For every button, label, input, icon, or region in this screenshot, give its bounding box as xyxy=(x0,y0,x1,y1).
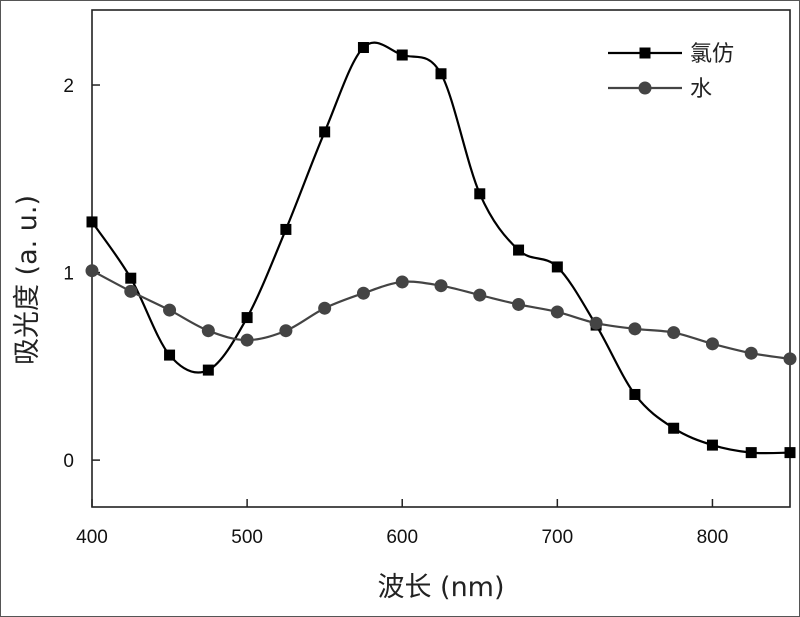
data-point xyxy=(356,286,370,300)
data-point xyxy=(395,275,409,289)
series-2 xyxy=(85,264,797,366)
series-layer xyxy=(85,41,797,459)
plot-border xyxy=(91,9,791,508)
y-tick-label: 2 xyxy=(63,76,74,97)
legend: 氯仿水 xyxy=(608,42,734,102)
data-point xyxy=(124,284,138,298)
x-tick-label: 800 xyxy=(697,527,729,548)
data-point xyxy=(513,244,525,256)
series-line xyxy=(91,41,791,455)
data-point xyxy=(357,42,369,54)
data-point xyxy=(396,49,408,61)
legend-item: 氯仿 xyxy=(608,42,734,67)
data-point xyxy=(85,264,99,278)
data-point xyxy=(435,68,447,80)
data-point xyxy=(280,223,292,235)
data-point xyxy=(629,388,641,400)
legend-label: 水 xyxy=(690,77,712,102)
data-point xyxy=(667,326,681,340)
data-point xyxy=(784,447,796,459)
data-point xyxy=(668,422,680,434)
y-tick-label: 0 xyxy=(63,451,74,472)
data-point xyxy=(240,333,254,347)
data-point xyxy=(279,324,293,338)
data-point xyxy=(318,301,332,315)
data-point xyxy=(201,324,215,338)
y-axis-title: 吸光度 (a. u.) xyxy=(12,195,43,365)
x-axis-title: 波长 (nm) xyxy=(377,572,504,603)
series-1 xyxy=(86,41,796,459)
x-tick-label: 700 xyxy=(541,527,573,548)
legend-label: 氯仿 xyxy=(690,42,734,67)
data-point xyxy=(125,272,137,284)
legend-marker xyxy=(638,81,652,95)
x-tick-label: 600 xyxy=(386,527,418,548)
data-point xyxy=(473,288,487,302)
data-point xyxy=(744,346,758,360)
x-tick-label: 500 xyxy=(231,527,263,548)
y-tick-label: 1 xyxy=(63,264,74,285)
data-point xyxy=(163,303,177,317)
data-point xyxy=(550,305,564,319)
data-point xyxy=(164,349,176,361)
data-point xyxy=(474,188,486,200)
data-point xyxy=(241,312,253,324)
x-tick-label: 400 xyxy=(76,527,108,548)
axes: 400 500 600 700 800 0 1 2 xyxy=(63,76,728,548)
data-point xyxy=(202,364,214,376)
legend-marker xyxy=(639,47,651,59)
data-point xyxy=(551,261,563,273)
data-point xyxy=(319,126,331,138)
data-point xyxy=(745,447,757,459)
plot-area xyxy=(91,9,791,508)
data-point xyxy=(706,439,718,451)
data-point xyxy=(86,216,98,228)
data-point xyxy=(705,337,719,351)
data-point xyxy=(434,279,448,293)
data-point xyxy=(512,297,526,311)
data-point xyxy=(628,322,642,336)
data-point xyxy=(589,316,603,330)
legend-item: 水 xyxy=(608,77,712,102)
data-point xyxy=(783,352,797,366)
